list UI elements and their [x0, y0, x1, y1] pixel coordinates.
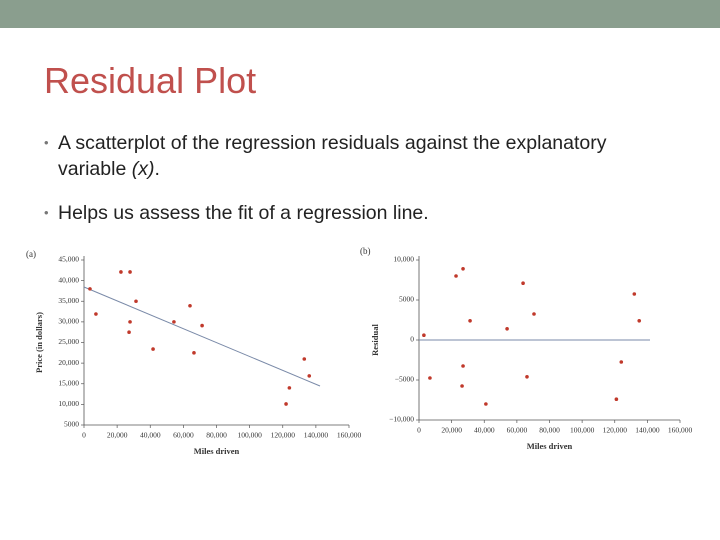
- y-tick-label: 45,000: [58, 255, 79, 264]
- data-point: [614, 397, 619, 402]
- data-point: [307, 374, 312, 378]
- x-tick-label: 80,000: [539, 426, 560, 435]
- x-tick-label: 160,000: [337, 431, 362, 440]
- data-point: [521, 281, 525, 286]
- y-tick-label: 15,000: [58, 378, 79, 387]
- x-tick-label: 140,000: [304, 431, 329, 440]
- x-tick-label: 40,000: [474, 426, 495, 435]
- x-tick-label: 80,000: [206, 431, 227, 440]
- x-tick-label: 100,000: [570, 426, 595, 435]
- slide-title: Residual Plot: [44, 60, 257, 101]
- x-tick-label: 120,000: [603, 426, 628, 435]
- data-point: [461, 364, 465, 368]
- x-tick-label: 20,000: [107, 431, 128, 440]
- y-tick-label: 40,000: [58, 275, 79, 284]
- data-point: [454, 274, 458, 278]
- data-point: [128, 270, 132, 274]
- data-point: [460, 384, 464, 388]
- data-point: [422, 333, 426, 338]
- bullet-text: Helps us assess the fit of a regression …: [58, 202, 429, 224]
- data-point: [284, 402, 288, 406]
- x-tick-label: 100,000: [237, 431, 262, 440]
- data-point: [632, 292, 637, 296]
- data-point: [302, 357, 307, 361]
- x-tick-label: 60,000: [173, 431, 194, 440]
- data-point: [428, 376, 432, 380]
- data-point: [619, 360, 624, 364]
- x-tick-label: 20,000: [441, 426, 462, 435]
- bullet: A scatterplot of the regression residual…: [44, 130, 664, 182]
- data-point: [188, 303, 192, 308]
- bullet-italic: (x): [131, 158, 155, 180]
- data-point: [88, 287, 92, 291]
- x-tick-label: 120,000: [271, 431, 296, 440]
- y-axis-title: Price (in dollars): [34, 312, 44, 373]
- x-tick-label: 60,000: [507, 426, 528, 435]
- y-tick-label: 5000: [64, 420, 79, 429]
- panel-label: (a): [26, 249, 36, 259]
- data-point: [128, 320, 132, 324]
- y-tick-label: 30,000: [58, 317, 79, 326]
- data-point: [525, 375, 529, 379]
- data-point: [468, 319, 472, 323]
- data-point: [134, 299, 138, 304]
- y-tick-label: 35,000: [58, 296, 79, 305]
- bullet: Helps us assess the fit of a regression …: [44, 200, 664, 226]
- data-point: [192, 351, 196, 355]
- y-tick-label: 10,000: [393, 255, 414, 264]
- regression-line: [83, 286, 321, 387]
- bullet-text: .: [154, 158, 160, 180]
- header-bar: [0, 0, 720, 28]
- x-tick-label: 0: [417, 426, 421, 435]
- data-point: [127, 330, 131, 334]
- data-point: [637, 319, 642, 323]
- data-point: [119, 270, 123, 274]
- y-tick-label: 20,000: [58, 358, 79, 367]
- bullet-list: A scatterplot of the regression residual…: [44, 130, 664, 244]
- data-point: [505, 327, 509, 331]
- x-axis-title: Miles driven: [527, 441, 573, 451]
- data-point: [94, 312, 98, 316]
- data-point: [200, 323, 204, 328]
- data-point: [172, 320, 176, 324]
- bullet-text: A scatterplot of the regression residual…: [58, 132, 607, 180]
- y-tick-label: 0: [410, 335, 414, 344]
- data-point: [287, 386, 292, 390]
- x-tick-label: 40,000: [140, 431, 161, 440]
- y-tick-label: 10,000: [58, 399, 79, 408]
- y-tick-label: −10,000: [389, 415, 414, 424]
- data-point: [461, 267, 465, 271]
- y-tick-label: 25,000: [58, 337, 79, 346]
- y-tick-label: 5000: [399, 295, 414, 304]
- panel-label: (b): [360, 246, 371, 256]
- data-point: [151, 347, 155, 351]
- x-axis-title: Miles driven: [194, 446, 240, 456]
- x-tick-label: 160,000: [668, 426, 693, 435]
- x-tick-label: 140,000: [635, 426, 660, 435]
- y-axis-title: Residual: [370, 324, 380, 356]
- data-point: [532, 312, 536, 316]
- x-tick-label: 0: [82, 431, 86, 440]
- y-tick-label: −5000: [395, 375, 414, 384]
- data-point: [484, 402, 488, 406]
